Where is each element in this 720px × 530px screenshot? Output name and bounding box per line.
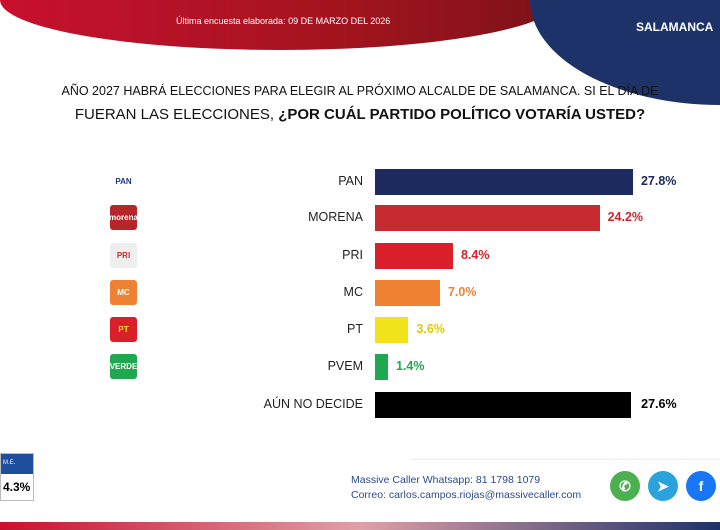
margin-error-box: M.E. 4.3%	[0, 453, 34, 501]
bar-pt	[375, 317, 409, 343]
value-label: 24.2%	[607, 210, 644, 224]
bar-pan	[375, 169, 633, 195]
bar-morena	[375, 205, 600, 231]
bar-pvem	[375, 354, 388, 380]
party-logo-morena-icon: morena	[109, 205, 138, 230]
category-label: PRI	[342, 248, 363, 262]
party-logo-pan-icon: PAN	[110, 169, 137, 194]
city-name: SALAMANCA	[636, 20, 714, 34]
divider	[410, 459, 720, 460]
contact-info: Massive Caller Whatsapp: 81 1798 1079 Cor…	[351, 473, 581, 503]
telegram-icon[interactable]: ➤	[648, 471, 678, 501]
email-contact: Correo: carlos.campos.riojas@massivecall…	[351, 489, 582, 501]
party-logo-pt-icon: PT	[110, 317, 137, 342]
whatsapp-icon[interactable]: ✆	[610, 471, 640, 501]
category-label: MORENA	[308, 210, 363, 224]
category-label: MC	[343, 285, 363, 299]
bar-pri	[375, 243, 453, 269]
survey-date: Última encuesta elaborada: 09 DE MARZO D…	[176, 16, 391, 26]
value-label: 27.8%	[640, 174, 677, 188]
category-label: AÚN NO DECIDE	[263, 397, 363, 411]
value-label: 3.6%	[416, 322, 445, 336]
bar-aún-no-decide	[375, 392, 632, 418]
party-logo-pri-icon: PRI	[110, 243, 137, 268]
value-label: 7.0%	[447, 285, 477, 299]
value-label: 27.6%	[641, 397, 677, 411]
facebook-icon[interactable]: f	[686, 471, 716, 501]
question-line-1: AÑO 2027 HABRÁ ELECCIONES PARA ELEGIR AL…	[61, 84, 659, 98]
footer-band	[0, 522, 720, 530]
party-logo-mc-icon: MC	[110, 280, 137, 305]
value-label: 8.4%	[460, 248, 490, 262]
question-line-2: FUERAN LAS ELECCIONES, ¿POR CUÁL PARTIDO…	[0, 106, 720, 123]
margin-error-label: M.E.	[1, 454, 33, 474]
question-bold: ¿POR CUÁL PARTIDO POLÍTICO VOTARÍA USTED…	[278, 106, 646, 123]
category-label: PT	[347, 322, 363, 336]
bar-mc	[375, 280, 440, 306]
party-logo-verde-icon: VERDE	[110, 354, 137, 379]
category-label: PAN	[338, 174, 363, 188]
category-label: PVEM	[327, 359, 363, 373]
question-text: FUERAN LAS ELECCIONES,	[74, 106, 279, 123]
whatsapp-contact: Massive Caller Whatsapp: 81 1798 1079	[351, 474, 541, 486]
margin-error-value: 4.3%	[3, 480, 31, 494]
value-label: 1.4%	[395, 359, 425, 373]
